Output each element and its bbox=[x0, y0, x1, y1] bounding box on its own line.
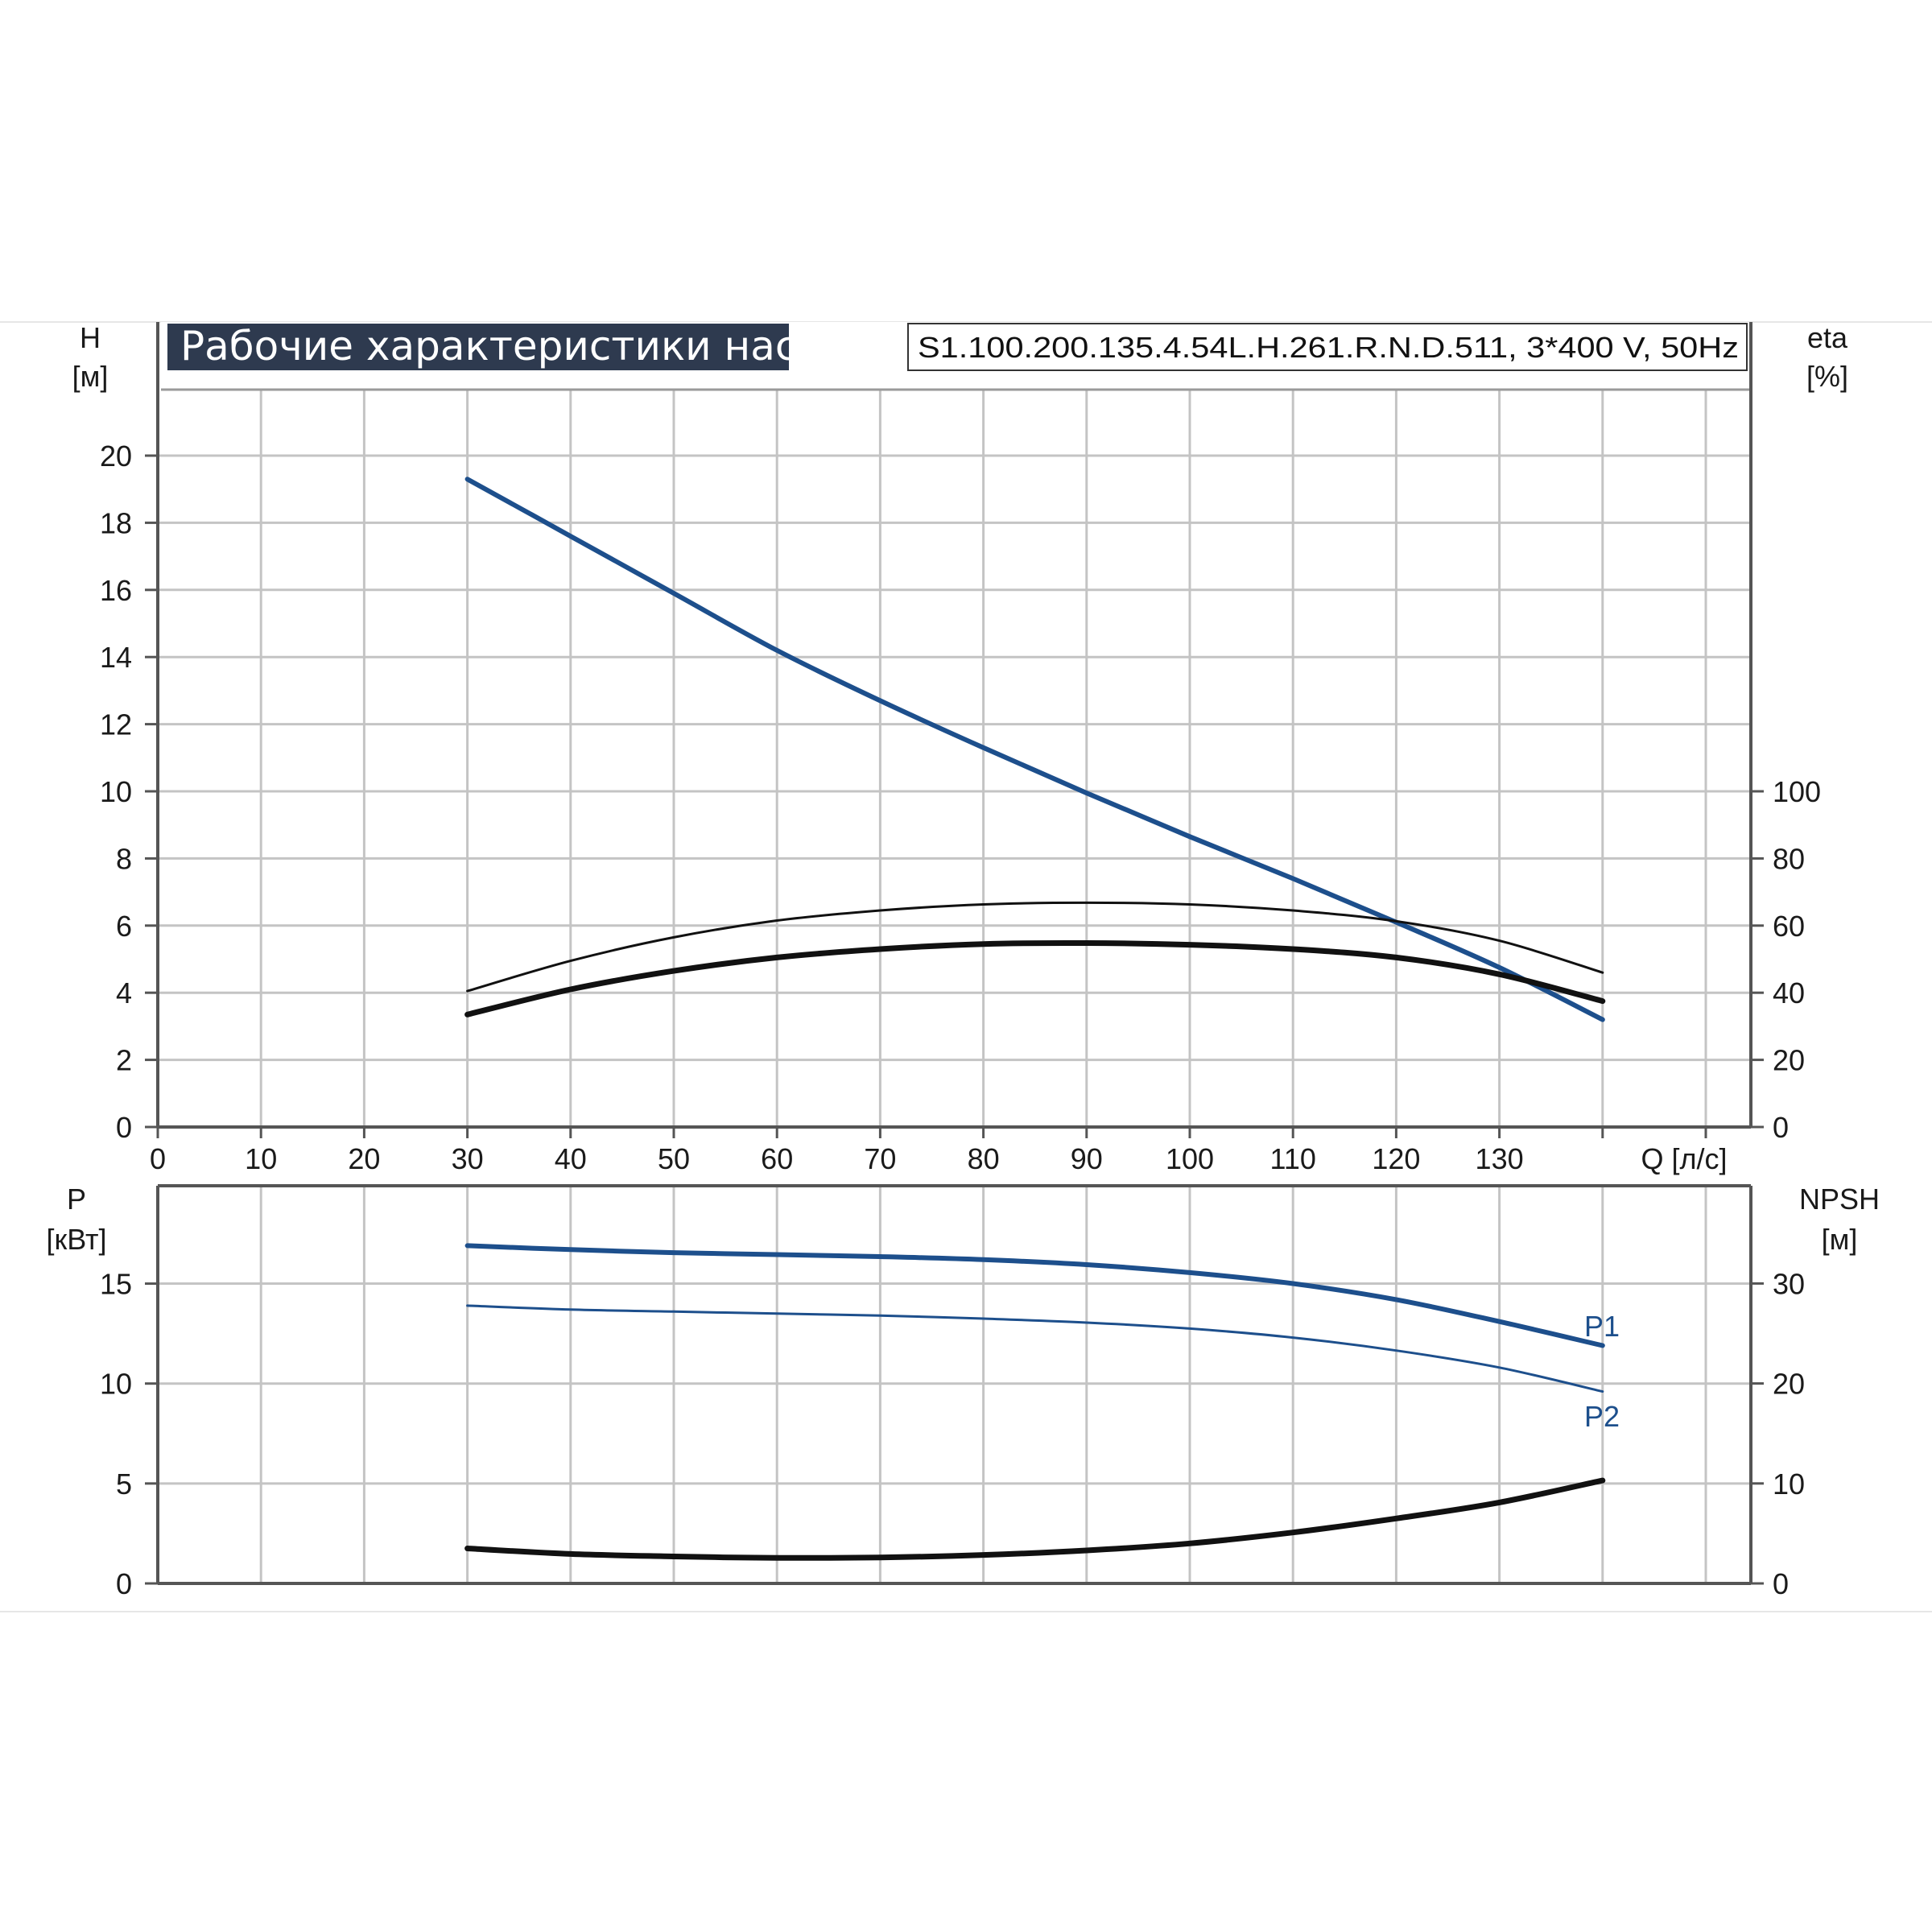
curve-bottom-0 bbox=[464, 1243, 1605, 1348]
x-tick-label: 90 bbox=[1071, 1142, 1103, 1175]
left-tick-label: 10 bbox=[100, 1368, 132, 1401]
left-tick-label: 10 bbox=[100, 775, 132, 808]
left-tick-label: 16 bbox=[100, 574, 132, 607]
curves bbox=[464, 477, 1606, 1561]
x-tick-label: 80 bbox=[968, 1142, 1000, 1175]
left-tick-label: 6 bbox=[116, 910, 132, 943]
x-tick-label: 60 bbox=[761, 1142, 793, 1175]
series-label-p2: P2 bbox=[1584, 1400, 1620, 1433]
x-axis-label: Q [л/с] bbox=[1641, 1142, 1727, 1175]
right-tick-label: 80 bbox=[1773, 842, 1805, 875]
x-tick-label: 40 bbox=[555, 1142, 587, 1175]
x-tick-label: 130 bbox=[1476, 1142, 1524, 1175]
left-tick-label: 0 bbox=[116, 1567, 132, 1600]
left-tick-label: 2 bbox=[116, 1044, 132, 1077]
x-tick-label: 110 bbox=[1269, 1142, 1315, 1175]
model-label: S1.100.200.135.4.54L.H.261.R.N.D.511, 3*… bbox=[918, 331, 1739, 364]
left-tick-label: 14 bbox=[100, 641, 132, 674]
right-tick-label: 20 bbox=[1773, 1368, 1805, 1401]
left-tick-label: 18 bbox=[100, 506, 132, 539]
right-tick-label: 10 bbox=[1773, 1468, 1805, 1501]
bottom-left-axis-unit: [кВт] bbox=[46, 1223, 106, 1256]
left-tick-label: 0 bbox=[116, 1111, 132, 1144]
top-right-axis-unit: [%] bbox=[1806, 360, 1848, 393]
x-tick-label: 20 bbox=[348, 1142, 380, 1175]
top-left-axis-symbol: H bbox=[80, 321, 101, 354]
left-tick-label: 15 bbox=[100, 1268, 132, 1301]
curve-bottom-2 bbox=[464, 1477, 1606, 1561]
x-tick-label: 0 bbox=[150, 1142, 166, 1175]
bottom-panel-grid bbox=[158, 1186, 1751, 1583]
curve-top-0 bbox=[464, 477, 1605, 1022]
top-panel-grid bbox=[158, 322, 1751, 1127]
bottom-right-axis-symbol: NPSH bbox=[1799, 1183, 1880, 1216]
left-tick-label: 4 bbox=[116, 976, 132, 1009]
right-tick-label: 0 bbox=[1773, 1111, 1789, 1144]
series-label-p1: P1 bbox=[1584, 1310, 1620, 1343]
x-tick-label: 30 bbox=[452, 1142, 484, 1175]
top-left-axis-unit: [м] bbox=[72, 360, 109, 393]
left-tick-label: 8 bbox=[116, 842, 132, 875]
model-box bbox=[907, 323, 1748, 371]
curve-bottom-1 bbox=[466, 1304, 1604, 1393]
right-tick-label: 20 bbox=[1773, 1044, 1805, 1077]
curve-top-1 bbox=[466, 901, 1604, 993]
x-tick-label: 120 bbox=[1372, 1142, 1420, 1175]
chart-title: Рабочие характеристики насоса bbox=[180, 323, 869, 369]
right-tick-label: 0 bbox=[1773, 1567, 1789, 1600]
bottom-left-axis-symbol: P bbox=[67, 1183, 86, 1216]
x-tick-label: 70 bbox=[864, 1142, 896, 1175]
x-tick-label: 10 bbox=[245, 1142, 277, 1175]
left-tick-label: 20 bbox=[100, 440, 132, 473]
x-tick-label: 50 bbox=[658, 1142, 690, 1175]
right-tick-label: 40 bbox=[1773, 976, 1805, 1009]
bottom-right-axis-unit: [м] bbox=[1822, 1223, 1858, 1256]
panel-frames bbox=[156, 322, 1752, 1585]
right-tick-label: 30 bbox=[1773, 1267, 1805, 1300]
x-tick-label: 100 bbox=[1166, 1142, 1214, 1175]
title-box bbox=[167, 324, 789, 370]
curve-top-2 bbox=[464, 939, 1606, 1018]
top-right-axis-symbol: eta bbox=[1807, 321, 1848, 354]
right-tick-label: 60 bbox=[1773, 910, 1805, 943]
right-tick-label: 100 bbox=[1773, 775, 1821, 808]
left-tick-label: 5 bbox=[116, 1468, 132, 1501]
left-tick-label: 12 bbox=[100, 708, 132, 741]
